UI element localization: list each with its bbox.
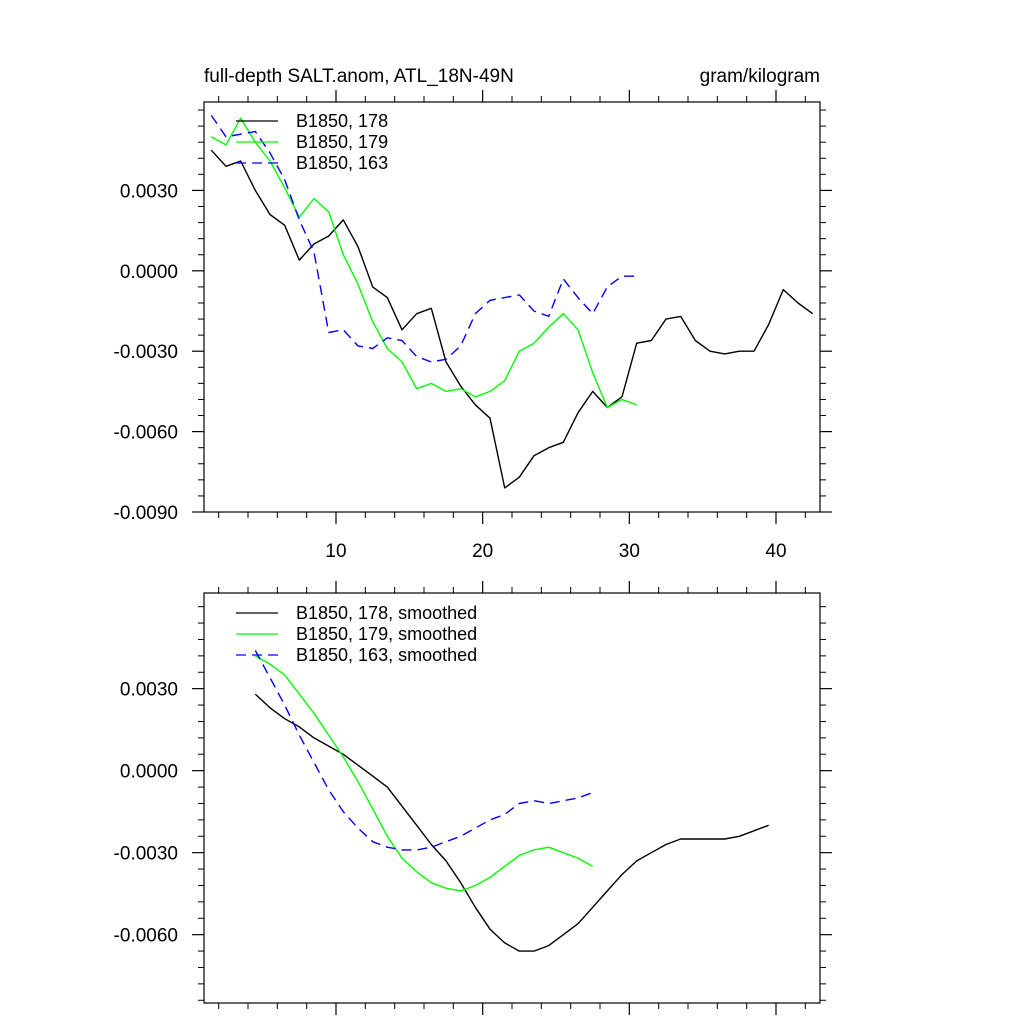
y-tick-label: -0.0060: [114, 926, 178, 947]
legend-label-163-smoothed: B1850, 163, smoothed: [296, 645, 477, 665]
y-tick-label: -0.0060: [114, 423, 178, 444]
legend-label-179-smoothed: B1850, 179, smoothed: [296, 624, 477, 644]
series-line-b1850-179: [210, 117, 637, 409]
legend-label-179: B1850, 179: [296, 132, 388, 152]
y-tick-label: 0.0030: [120, 181, 178, 202]
y-tick-label: -0.0090: [114, 503, 178, 524]
legend-label-178-smoothed: B1850, 178, smoothed: [296, 603, 477, 623]
chart-title: full-depth SALT.anom, ATL_18N-49N: [204, 66, 514, 87]
axis-ticks: 0.0030 0.0000 -0.0030 -0.0060 -0.0090 10 20 30 4…: [114, 90, 832, 562]
y-tick-label: 0.0000: [120, 262, 178, 283]
axis-ticks: 0.0030 0.0000 -0.0030 -0.0060: [114, 581, 832, 1015]
series-line-b1850-163: [210, 115, 637, 363]
top-panel: full-depth SALT.anom, ATL_18N-49N gram/k…: [114, 66, 832, 562]
y-tick-label: 0.0000: [120, 762, 178, 783]
y-tick-label: 0.0030: [120, 680, 178, 701]
legend: B1850, 178 B1850, 179 B1850, 163: [236, 111, 388, 173]
x-tick-label: 20: [472, 541, 493, 562]
series-line-b1850-178: [210, 149, 814, 489]
y-tick-label: -0.0030: [114, 844, 178, 865]
bottom-panel: 0.0030 0.0000 -0.0030 -0.0060 B1850, 178, s…: [114, 581, 832, 1015]
legend-label-178: B1850, 178: [296, 111, 388, 131]
series-layer: [210, 115, 814, 489]
x-tick-label: 30: [619, 541, 640, 562]
legend: B1850, 178, smoothed B1850, 179, smoothe…: [236, 603, 477, 665]
series-line-b1850-179-smoothed: [254, 655, 594, 892]
x-tick-label: 10: [325, 541, 346, 562]
y-tick-label: -0.0030: [114, 342, 178, 363]
units-label: gram/kilogram: [700, 66, 820, 87]
legend-label-163: B1850, 163: [296, 153, 388, 173]
series-line-b1850-163-smoothed: [254, 650, 593, 851]
x-tick-label: 40: [765, 541, 786, 562]
series-layer: [254, 650, 769, 952]
series-line-b1850-178-smoothed: [254, 693, 769, 952]
